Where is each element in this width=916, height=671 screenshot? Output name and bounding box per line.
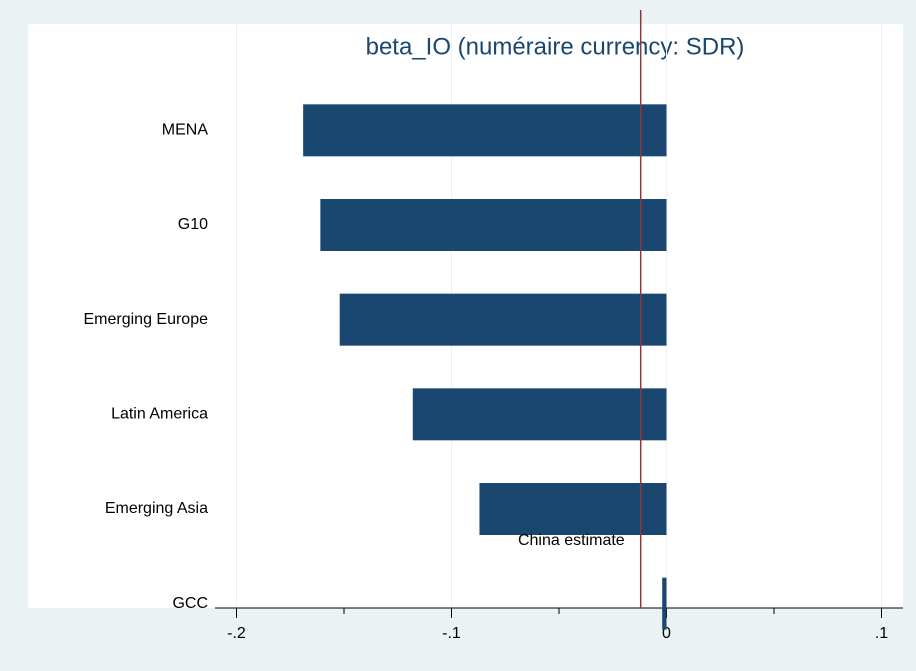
bar [412,388,667,441]
bar [662,577,667,630]
x-tick-label: 0 [662,625,671,642]
bar [320,199,667,251]
y-tick-label: GCC [172,595,208,612]
y-tick-label: Latin America [111,406,208,423]
annotation: China estimate [518,532,625,549]
bar [479,483,667,535]
y-tick-label: Emerging Europe [83,311,208,328]
chart-title: beta_IO (numéraire currency: SDR) [366,33,745,60]
x-tick-label: -.1 [442,625,461,642]
bar [339,293,667,346]
x-tick-label: .1 [875,625,888,642]
y-tick-label: G10 [178,216,208,233]
bar [303,104,667,157]
x-tick-label: -.2 [227,625,246,642]
y-tick-label: Emerging Asia [105,500,208,517]
y-tick-label: MENA [162,122,209,139]
